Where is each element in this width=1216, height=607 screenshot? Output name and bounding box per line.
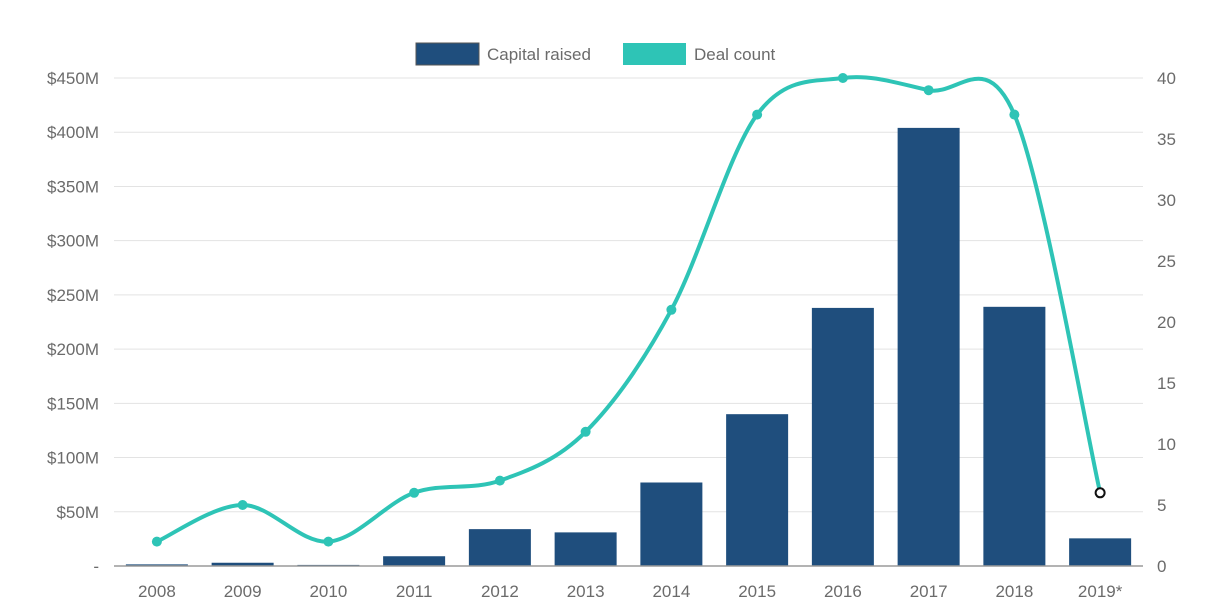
- x-tick-label: 2009: [224, 582, 262, 601]
- x-tick-label: 2010: [309, 582, 347, 601]
- point-deal-count-2016: [837, 73, 848, 83]
- y-left-tick-label: $300M: [47, 232, 99, 251]
- bar-capital-raised-2014: [640, 482, 703, 566]
- point-deal-count-2018: [1009, 109, 1020, 120]
- y-right-tick-label: 40: [1157, 69, 1176, 88]
- bar-capital-raised-2011: [383, 556, 446, 566]
- bar-capital-raised-2018: [983, 306, 1046, 566]
- y-left-tick-label: $250M: [47, 286, 99, 305]
- legend: Capital raised Deal count: [415, 42, 776, 66]
- y-right-tick-label: 25: [1157, 252, 1176, 271]
- point-deal-count-2011: [409, 487, 420, 498]
- y-right-tick-label: 0: [1157, 557, 1166, 576]
- y-left-tick-label: $50M: [56, 503, 99, 522]
- y-right-tick-label: 5: [1157, 496, 1166, 515]
- bar-capital-raised-2013: [554, 532, 617, 566]
- legend-swatch-deal-count: [623, 43, 686, 65]
- x-tick-label: 2013: [567, 582, 605, 601]
- point-deal-count-2014: [666, 304, 677, 315]
- y-right-tick-label: 20: [1157, 313, 1176, 332]
- x-tick-label: 2017: [910, 582, 948, 601]
- point-deal-count-2015: [752, 109, 763, 120]
- legend-label-deal-count: Deal count: [694, 45, 776, 64]
- point-deal-count-2012: [494, 475, 505, 486]
- bar-capital-raised-2012: [468, 529, 531, 566]
- point-deal-count-2010: [323, 536, 334, 547]
- axes: - $50M $100M $150M $200M $250M $300M $350M $400M…: [47, 69, 1176, 601]
- x-tick-label: 2014: [652, 582, 690, 601]
- bar-capital-raised-2015: [726, 414, 789, 566]
- legend-swatch-capital-raised: [415, 42, 480, 66]
- x-tick-label: 2008: [138, 582, 176, 601]
- x-tick-label: 2012: [481, 582, 519, 601]
- y-left-tick-label: $100M: [47, 449, 99, 468]
- y-left-tick-label: $200M: [47, 340, 99, 359]
- y-right-tick-label: 10: [1157, 435, 1176, 454]
- bar-capital-raised-2008: [125, 564, 188, 566]
- point-deal-count-2013: [580, 426, 591, 437]
- x-tick-label: 2016: [824, 582, 862, 601]
- y-left-tick-label: -: [93, 557, 99, 576]
- gridlines: [114, 77, 1143, 513]
- y-left-tick-label: $350M: [47, 177, 99, 196]
- bar-capital-raised-2016: [811, 307, 874, 566]
- bar-series-capital-raised: [125, 127, 1132, 566]
- x-tick-label: 2019*: [1078, 582, 1123, 601]
- bar-capital-raised-2017: [897, 127, 960, 566]
- y-right-tick-label: 35: [1157, 130, 1176, 149]
- y-right-tick-label: 15: [1157, 374, 1176, 393]
- point-deal-count-2019*: [1094, 487, 1106, 499]
- point-deal-count-2017: [923, 85, 934, 96]
- y-left-tick-label: $150M: [47, 394, 99, 413]
- bar-capital-raised-2009: [211, 562, 274, 566]
- legend-label-capital-raised: Capital raised: [487, 45, 591, 64]
- line-series-deal-count: [151, 73, 1106, 547]
- point-deal-count-2008: [151, 536, 162, 547]
- point-deal-count-2009: [237, 500, 248, 510]
- y-left-tick-label: $400M: [47, 123, 99, 142]
- x-tick-label: 2018: [995, 582, 1033, 601]
- y-left-tick-label: $450M: [47, 69, 99, 88]
- x-tick-label: 2015: [738, 582, 776, 601]
- x-tick-label: 2011: [396, 582, 433, 601]
- bar-capital-raised-2019*: [1069, 538, 1132, 566]
- y-right-tick-label: 30: [1157, 191, 1176, 210]
